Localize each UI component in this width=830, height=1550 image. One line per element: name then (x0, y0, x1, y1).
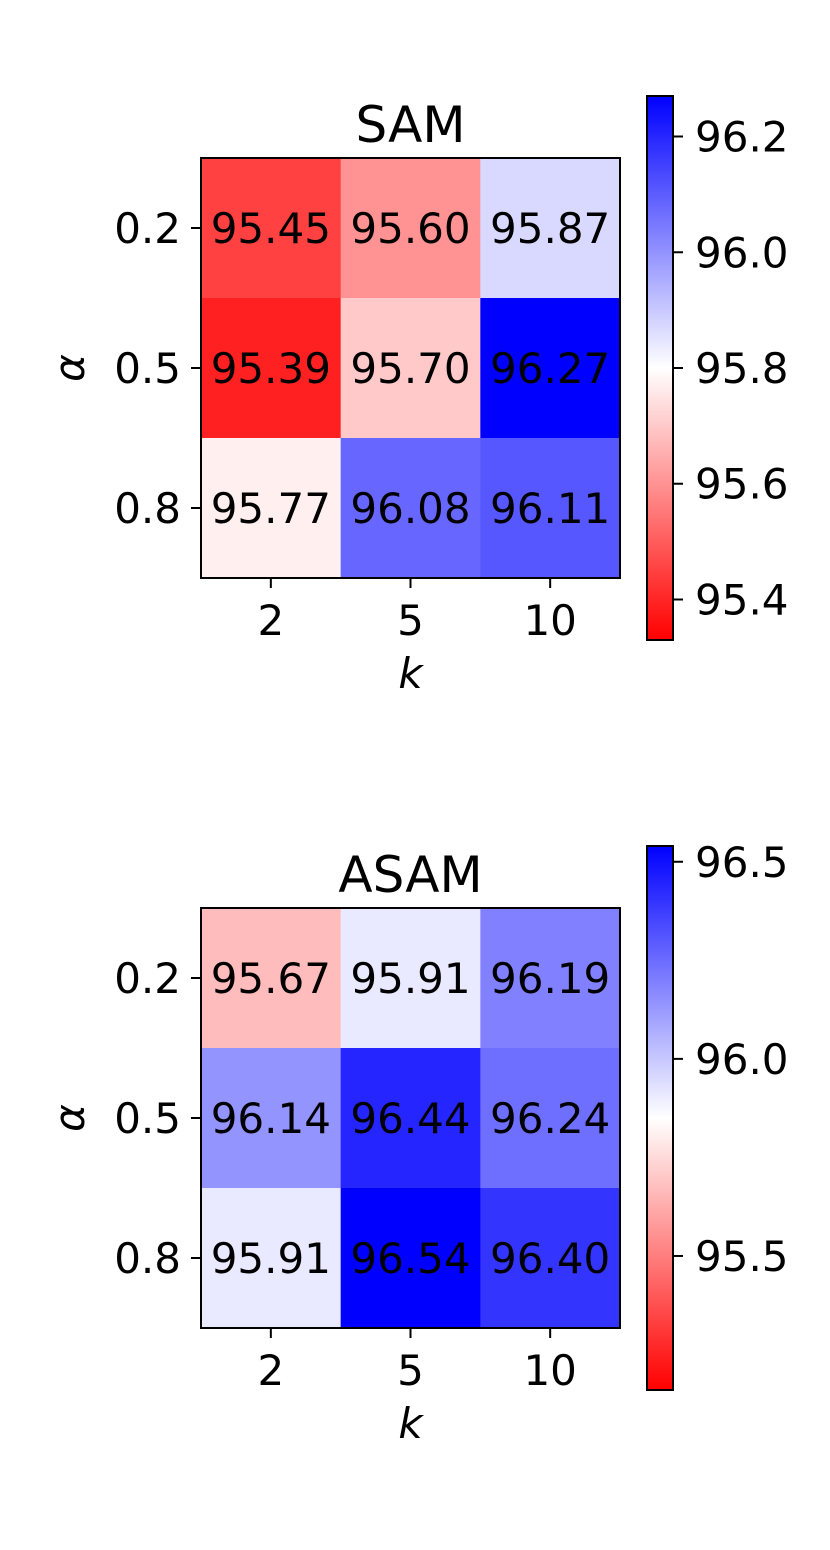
x-tick-label: 2 (257, 596, 284, 645)
colorbar (646, 845, 674, 1391)
cell-value-label: 95.45 (211, 204, 331, 253)
heatmap-cell (480, 908, 621, 1049)
colorbar-tick-label: 96.0 (695, 228, 789, 277)
heatmap-cell (480, 158, 621, 299)
cell-value-label: 96.11 (490, 484, 610, 533)
x-axis-label: k (398, 649, 424, 698)
colorbar-tick-label: 96.2 (695, 113, 789, 162)
cell-value-label: 95.91 (350, 954, 470, 1003)
x-tick-label: 10 (523, 596, 576, 645)
cell-value-label: 95.70 (350, 344, 470, 393)
heatmap-cell (201, 298, 342, 439)
cell-value-label: 95.77 (211, 484, 331, 533)
y-axis-label: α (45, 354, 94, 382)
cell-value-label: 95.39 (211, 344, 331, 393)
colorbar-tick-label: 95.4 (695, 575, 789, 624)
x-tick-label: 5 (397, 596, 424, 645)
colorbar-tick-label: 95.6 (695, 460, 789, 509)
y-axis-label: α (45, 1104, 94, 1132)
cell-value-label: 96.14 (211, 1094, 331, 1143)
heatmap-cell (340, 438, 481, 579)
heatmap-cell (340, 908, 481, 1049)
heatmap-cell (480, 1188, 621, 1329)
heatmap-cell (201, 1048, 342, 1189)
cell-value-label: 96.08 (350, 484, 470, 533)
cell-value-label: 96.27 (490, 344, 610, 393)
cell-value-label: 96.40 (490, 1234, 610, 1283)
cell-value-label: 96.44 (350, 1094, 470, 1143)
cell-value-label: 95.67 (211, 954, 331, 1003)
x-tick-label: 2 (257, 1346, 284, 1395)
cell-value-label: 96.19 (490, 954, 610, 1003)
y-tick-label: 0.5 (114, 344, 181, 393)
heatmap-cell (340, 1048, 481, 1189)
colorbar-tick-label: 96.0 (695, 1035, 789, 1084)
colorbar-tick-label: 95.8 (695, 344, 789, 393)
heatmap-cell (480, 438, 621, 579)
heatmap-cell (201, 1188, 342, 1329)
colorbar-tick-label: 95.5 (695, 1232, 789, 1281)
heatmap-cell (201, 908, 342, 1049)
cell-value-label: 96.54 (350, 1234, 470, 1283)
y-tick-label: 0.2 (114, 204, 181, 253)
heatmap-cell (340, 158, 481, 299)
heatmap-cell (340, 1188, 481, 1329)
x-tick-label: 5 (397, 1346, 424, 1395)
colorbar-tick-label: 96.5 (695, 838, 789, 887)
heatmap-cell (201, 438, 342, 579)
cell-value-label: 96.24 (490, 1094, 610, 1143)
y-tick-label: 0.8 (114, 484, 181, 533)
y-tick-label: 0.2 (114, 954, 181, 1003)
y-tick-label: 0.5 (114, 1094, 181, 1143)
cell-value-label: 95.91 (211, 1234, 331, 1283)
x-axis-label: k (398, 1399, 424, 1448)
chart-title: SAM (355, 96, 465, 154)
colorbar (646, 95, 674, 641)
y-tick-label: 0.8 (114, 1234, 181, 1283)
cell-value-label: 95.60 (350, 204, 470, 253)
chart-title: ASAM (338, 846, 482, 904)
heatmap-panel-1: ASAM 95.67 95.91 96.19 96.14 96.44 96.24 95.91 9… (45, 838, 789, 1448)
heatmap-cell (480, 1048, 621, 1189)
heatmap-cell (480, 298, 621, 439)
x-tick-label: 10 (523, 1346, 576, 1395)
cell-value-label: 95.87 (490, 204, 610, 253)
heatmap-cell (201, 158, 342, 299)
heatmap-cell (340, 298, 481, 439)
